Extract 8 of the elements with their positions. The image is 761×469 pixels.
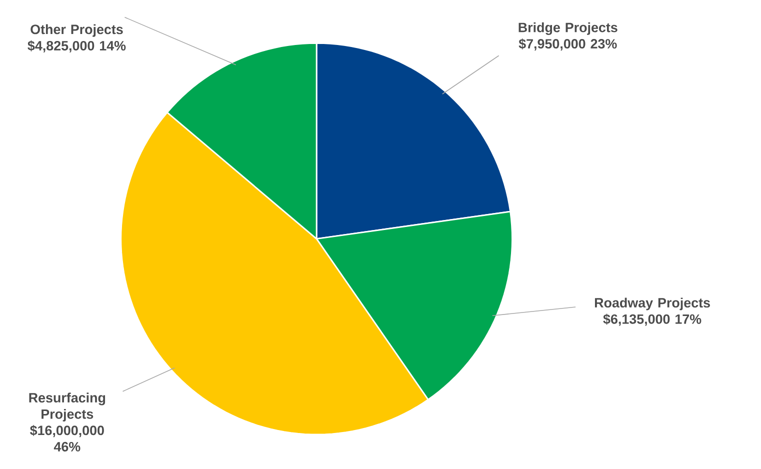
data-label: $16,000,000 46% xyxy=(30,425,104,452)
data-label: $6,135,000 17% xyxy=(603,314,702,326)
data-label: $7,950,000 23% xyxy=(518,38,617,50)
slice-label: Roadway Projects xyxy=(594,298,710,310)
slice-label: Other Projects xyxy=(30,24,123,37)
slice-label: Bridge Projects xyxy=(518,22,618,35)
slice-label: Resurfacing Projects xyxy=(29,392,106,422)
data-label: $4,825,000 14% xyxy=(28,40,126,52)
